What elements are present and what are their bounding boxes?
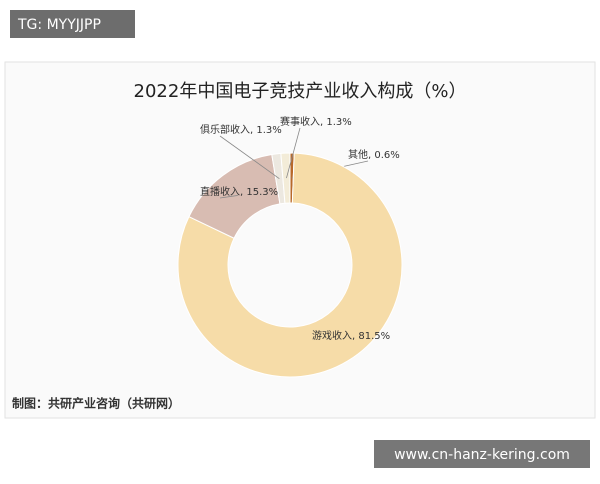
chart-title: 2022年中国电子竞技产业收入构成（%） [134,81,467,102]
overlay-text: TG: MYYJJPP [17,17,101,33]
donut-slice [177,152,403,378]
data-label: 游戏收入, 81.5% [312,329,390,342]
donut-slice [280,152,291,204]
chart-source: 制图：共研产业咨询（共研网） [12,396,180,411]
data-label: 其他, 0.6% [348,148,400,161]
data-label: 赛事收入, 1.3% [280,115,352,128]
leader-line [219,135,280,179]
data-label: 直播收入, 15.3% [200,185,278,198]
leader-line [286,127,301,179]
data-label: 俱乐部收入, 1.3% [200,123,282,136]
overlay-badge [10,10,135,38]
overlay-text: www.cn-hanz-kering.com [394,447,570,463]
leader-line [219,195,238,199]
overlay-badge [374,440,590,468]
